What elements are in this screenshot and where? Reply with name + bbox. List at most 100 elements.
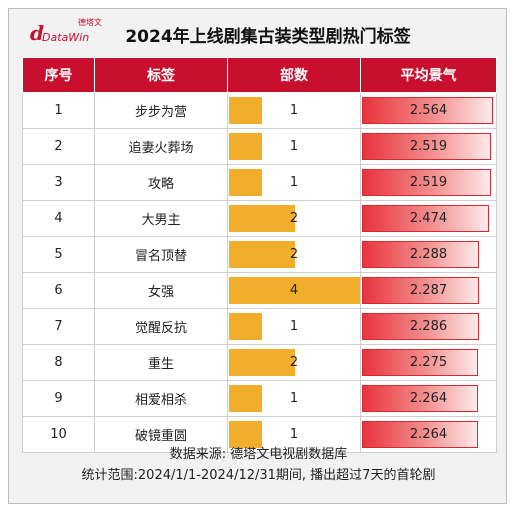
cell-count: 1	[227, 416, 361, 453]
cell-rank: 3	[22, 164, 95, 201]
score-bar	[362, 169, 491, 196]
score-bar	[362, 133, 491, 160]
cell-score: 2.564	[360, 92, 497, 129]
cell-score: 2.286	[360, 308, 497, 345]
count-bar	[229, 385, 262, 412]
score-bar	[362, 241, 479, 268]
cell-rank: 4	[22, 200, 95, 237]
count-value: 4	[289, 283, 299, 298]
cell-rank: 8	[22, 344, 95, 381]
table-row: 1 步步为营 1 2.564	[22, 92, 497, 129]
cell-score: 2.519	[360, 128, 497, 165]
score-value: 2.474	[409, 211, 448, 226]
logo-brand: DataWin	[42, 31, 90, 44]
table-header-row: 序号 标签 部数 平均景气	[22, 57, 497, 93]
count-bar	[229, 97, 262, 124]
cell-tag: 觉醒反抗	[94, 308, 228, 345]
logo-mark: d	[30, 21, 44, 45]
footer-range: 统计范围:2024/1/1-2024/12/31期间, 播出超过7天的首轮剧	[81, 468, 436, 483]
table-body: 1 步步为营 1 2.564 2 追妻火葬场 1 2.519 3 攻略 1 2.519 4 大男主 2 2.4…	[22, 92, 497, 453]
count-bar	[229, 205, 295, 232]
count-value: 1	[289, 391, 299, 406]
cell-tag: 步步为营	[94, 92, 228, 129]
cell-tag: 女强	[94, 272, 228, 309]
count-bar	[229, 313, 262, 340]
header-tag: 标签	[94, 57, 228, 93]
cell-count: 1	[227, 128, 361, 165]
cell-score: 2.287	[360, 272, 497, 309]
count-value: 2	[289, 211, 299, 226]
score-bar	[362, 349, 478, 376]
table-row: 6 女强 4 2.287	[22, 272, 497, 309]
header-score: 平均景气	[360, 57, 497, 93]
cell-tag: 攻略	[94, 164, 228, 201]
score-value: 2.275	[409, 355, 448, 370]
table-row: 5 冒名顶替 2 2.288	[22, 236, 497, 273]
table-row: 2 追妻火葬场 1 2.519	[22, 128, 497, 165]
cell-tag: 破镜重圆	[94, 416, 228, 453]
score-bar	[362, 97, 493, 124]
score-value: 2.564	[409, 103, 448, 118]
count-value: 2	[289, 355, 299, 370]
cell-rank: 10	[22, 416, 95, 453]
cell-count: 2	[227, 236, 361, 273]
cell-count: 1	[227, 380, 361, 417]
score-value: 2.519	[409, 175, 448, 190]
cell-tag: 追妻火葬场	[94, 128, 228, 165]
cell-score: 2.519	[360, 164, 497, 201]
cell-count: 2	[227, 344, 361, 381]
count-bar	[229, 169, 262, 196]
datawin-logo: d 德塔文 DataWin	[30, 18, 130, 52]
count-bar	[229, 241, 295, 268]
count-bar	[229, 421, 262, 448]
cell-count: 1	[227, 164, 361, 201]
table-row: 3 攻略 1 2.519	[22, 164, 497, 201]
count-value: 1	[289, 103, 299, 118]
cell-count: 2	[227, 200, 361, 237]
score-bar	[362, 277, 479, 304]
table-row: 4 大男主 2 2.474	[22, 200, 497, 237]
cell-score: 2.264	[360, 416, 497, 453]
table-row: 7 觉醒反抗 1 2.286	[22, 308, 497, 345]
cell-count: 1	[227, 92, 361, 129]
cell-score: 2.474	[360, 200, 497, 237]
count-value: 1	[289, 175, 299, 190]
score-bar	[362, 421, 478, 448]
score-value: 2.519	[409, 139, 448, 154]
logo-sub: 德塔文	[78, 18, 102, 27]
score-bar	[362, 313, 479, 340]
tag-table: 序号 标签 部数 平均景气 1 步步为营 1 2.564 2 追妻火葬场 1 2.519 3 攻略…	[22, 57, 497, 453]
header-rank: 序号	[22, 57, 95, 93]
count-bar	[229, 349, 295, 376]
count-value: 1	[289, 427, 299, 442]
cell-rank: 1	[22, 92, 95, 129]
score-bar	[362, 205, 489, 232]
cell-score: 2.264	[360, 380, 497, 417]
cell-tag: 大男主	[94, 200, 228, 237]
count-value: 2	[289, 247, 299, 262]
score-bar	[362, 385, 478, 412]
score-value: 2.264	[409, 391, 448, 406]
header-count: 部数	[227, 57, 361, 93]
footer-source: 数据来源: 德塔文电视剧数据库	[169, 447, 348, 462]
cell-count: 1	[227, 308, 361, 345]
cell-tag: 相爱相杀	[94, 380, 228, 417]
table-row: 10 破镜重圆 1 2.264	[22, 416, 497, 453]
cell-score: 2.275	[360, 344, 497, 381]
cell-tag: 重生	[94, 344, 228, 381]
score-value: 2.288	[409, 247, 448, 262]
cell-tag: 冒名顶替	[94, 236, 228, 273]
cell-rank: 2	[22, 128, 95, 165]
score-value: 2.286	[409, 319, 448, 334]
table-row: 9 相爱相杀 1 2.264	[22, 380, 497, 417]
cell-rank: 7	[22, 308, 95, 345]
cell-score: 2.288	[360, 236, 497, 273]
count-bar	[229, 277, 360, 304]
count-bar	[229, 133, 262, 160]
cell-rank: 5	[22, 236, 95, 273]
cell-rank: 6	[22, 272, 95, 309]
score-value: 2.264	[409, 427, 448, 442]
cell-rank: 9	[22, 380, 95, 417]
table-row: 8 重生 2 2.275	[22, 344, 497, 381]
chart-title: 2024年上线剧集古装类型剧热门标签	[125, 27, 411, 47]
